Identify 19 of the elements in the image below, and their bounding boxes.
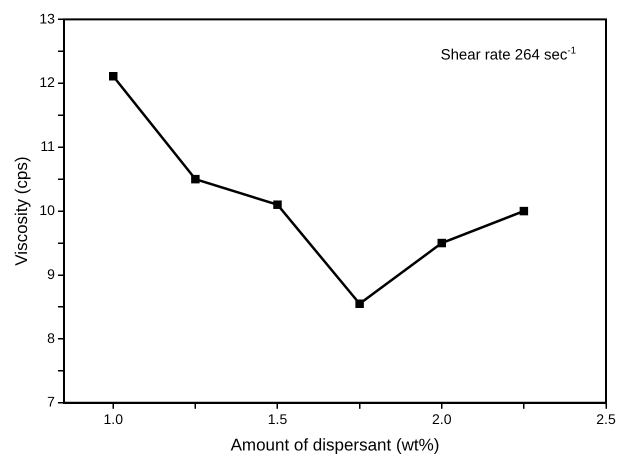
point: [109, 72, 118, 81]
y-tick-label: 7: [47, 394, 56, 410]
y-axis-title: Viscosity (cps): [12, 156, 31, 266]
x-tick-label: 2.0: [432, 411, 452, 428]
x-tick-label: 2.5: [596, 411, 616, 428]
point: [273, 200, 282, 209]
y-tick-label: 10: [39, 202, 56, 218]
y-tick-label: 12: [39, 74, 56, 90]
y-tick-label: 8: [47, 330, 56, 346]
x-axis-title: Amount of dispersant (wt%): [230, 435, 440, 454]
y-tick-label: 9: [47, 266, 56, 282]
y-tick-label: 11: [40, 138, 56, 154]
y-tick-label: 13: [39, 10, 56, 26]
point: [438, 238, 446, 248]
point: [191, 174, 200, 184]
x-tick-label: 1.5: [268, 411, 288, 428]
point: [520, 206, 528, 216]
point: [355, 300, 364, 308]
x-tick-label: 1.0: [104, 411, 124, 428]
